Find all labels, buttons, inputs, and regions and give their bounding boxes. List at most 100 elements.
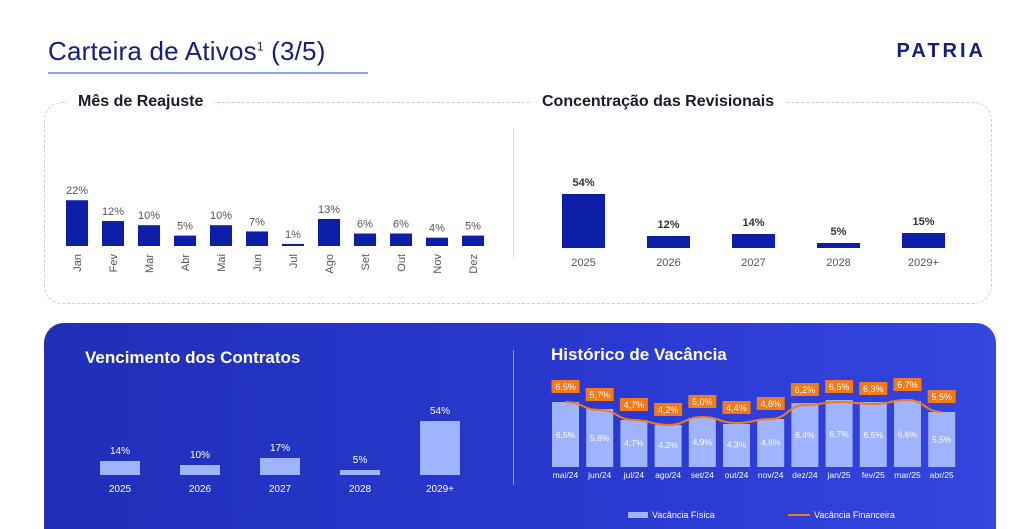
vacancia-fisica-label: 6,6%: [898, 429, 918, 439]
bar-2029+: [420, 421, 460, 475]
vacancia-fisica-label: 6,5%: [864, 430, 884, 440]
bar-2027: [260, 458, 300, 475]
month-tick-label: Ago: [324, 254, 336, 274]
bar-2025: [562, 194, 605, 248]
vacancia-financeira-label: 4,7%: [624, 400, 645, 410]
top-panel: [44, 102, 992, 304]
bar-value-label: 6%: [393, 219, 409, 231]
bar-jan: [66, 200, 88, 246]
bar-value-label: 6%: [357, 219, 373, 231]
vacancia-financeira-label-box: [654, 403, 683, 416]
title-underline: [48, 72, 368, 74]
vacancia-financeira-label-box: [893, 378, 922, 391]
bar-2026: [180, 465, 220, 475]
month-tick-label: Jun: [252, 254, 264, 272]
vacancia-fisica-label: 4,7%: [624, 438, 644, 448]
bar-value-label: 54%: [430, 406, 450, 417]
vacancia-fisica-bar: [688, 418, 716, 467]
mes-reajuste-chart: 22% Jan 12% Fev 10% Mar 5% Abr 10% Mai 7% Jun 1% Jul 1…: [66, 185, 484, 274]
month-tick-label: out/24: [725, 470, 749, 480]
concentracao-title: Concentração das Revisionais: [532, 93, 785, 111]
vacancia-fisica-label: 5,8%: [590, 433, 610, 443]
legend-line-swatch: [788, 514, 810, 516]
bar-value-label: 17%: [270, 443, 290, 454]
vacancia-financeira-label-box: [585, 388, 614, 401]
bar-2029+: [902, 233, 945, 248]
legend-bar-swatch: [628, 512, 648, 518]
month-tick-label: Jul: [288, 254, 300, 268]
bar-2025: [100, 461, 140, 475]
vacancia-financeira-label: 6,2%: [795, 385, 816, 395]
vacancia-financeira-label: 4,2%: [658, 405, 679, 415]
bar-value-label: 1%: [285, 229, 301, 241]
bar-value-label: 5%: [831, 226, 847, 238]
vacancia-fisica-bar: [894, 401, 921, 467]
vacancia-financeira-label-box: [756, 397, 785, 410]
vacancia-chart: 6,5% mai/24 5,8% jun/24 4,7% jul/24 4,2% ago/24…: [551, 378, 956, 480]
year-tick-label: 2026: [656, 257, 680, 269]
bottom-divider: [513, 350, 514, 485]
vacancia-fisica-bar: [723, 424, 750, 467]
bar-value-label: 10%: [210, 210, 232, 222]
bar-abr: [174, 235, 196, 246]
patria-logo: PATRIA: [896, 40, 986, 62]
bar-2028: [340, 470, 380, 475]
vacancia-financeira-label: 4,8%: [760, 399, 781, 409]
bar-value-label: 12%: [102, 206, 124, 218]
bar-value-label: 4%: [429, 223, 445, 235]
bar-jul: [282, 243, 304, 246]
vacancia-financeira-label: 6,5%: [829, 382, 850, 392]
bar-nov: [426, 237, 448, 246]
vacancia-fisica-bar: [928, 412, 956, 467]
year-tick-label: 2026: [189, 484, 212, 495]
bar-value-label: 5%: [353, 455, 368, 466]
legend-vacancia-fisica: Vacância Física: [628, 510, 715, 520]
month-tick-label: Dez: [468, 254, 480, 274]
vacancia-fisica-bar: [552, 402, 579, 467]
bar-value-label: 14%: [110, 446, 130, 457]
vacancia-financeira-label-box: [551, 380, 580, 393]
legend-bar-label: Vacância Física: [652, 510, 715, 520]
year-tick-label: 2029+: [908, 257, 939, 269]
bar-jun: [246, 231, 268, 246]
month-tick-label: mar/25: [894, 470, 921, 480]
month-tick-label: jul/24: [623, 470, 645, 480]
bar-out: [390, 233, 412, 246]
bar-value-label: 54%: [572, 177, 594, 189]
month-tick-label: Mai: [216, 254, 228, 272]
month-tick-label: Out: [396, 254, 408, 272]
month-tick-label: Nov: [432, 254, 444, 274]
vacancia-financeira-label: 6,5%: [555, 382, 576, 392]
revisionais-chart: 54% 2025 12% 2026 14% 2027 5% 2028 15% 2029+: [562, 177, 945, 269]
year-tick-label: 2028: [826, 257, 850, 269]
bar-mar: [138, 225, 160, 246]
bar-ago: [318, 218, 340, 246]
top-divider: [513, 128, 514, 258]
bar-2027: [732, 234, 775, 248]
month-tick-label: abr/25: [930, 470, 954, 480]
month-tick-label: ago/24: [655, 470, 681, 480]
bar-set: [354, 233, 376, 246]
vacancia-fisica-label: 4,8%: [761, 437, 781, 447]
month-tick-label: jun/24: [587, 470, 611, 480]
vacancia-fisica-bar: [757, 419, 785, 467]
bar-fev: [102, 221, 124, 246]
month-tick-label: jan/25: [827, 470, 851, 480]
vacancia-financeira-label: 6,3%: [863, 384, 884, 394]
bar-dez: [462, 235, 484, 246]
bar-value-label: 7%: [249, 216, 265, 228]
vencimento-title: Vencimento dos Contratos: [85, 348, 301, 367]
vacancia-fisica-bar: [825, 400, 853, 467]
year-tick-label: 2029+: [426, 484, 454, 495]
vacancia-financeira-label: 5,5%: [931, 392, 952, 402]
legend-vacancia-financeira: Vacância Financeira: [788, 510, 895, 520]
year-tick-label: 2027: [741, 257, 765, 269]
year-tick-label: 2025: [109, 484, 132, 495]
month-tick-label: Mar: [144, 254, 156, 273]
vacancia-financeira-label: 6,7%: [897, 380, 918, 390]
month-tick-label: set/24: [691, 470, 714, 480]
vacancia-fisica-bar: [654, 425, 682, 467]
bar-value-label: 10%: [190, 450, 210, 461]
vacancia-financeira-label: 5,0%: [692, 397, 713, 407]
month-tick-label: Fev: [108, 254, 120, 273]
